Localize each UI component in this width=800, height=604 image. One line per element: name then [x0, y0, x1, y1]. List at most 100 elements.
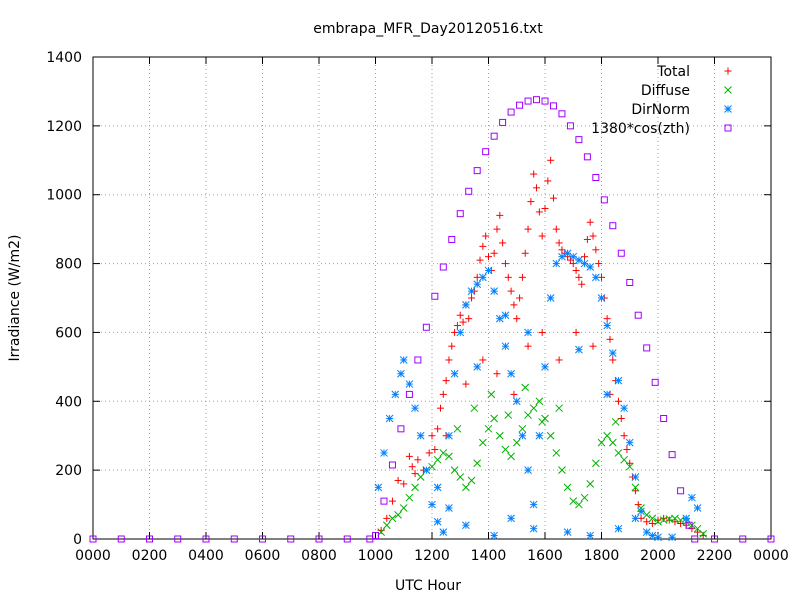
data-point	[456, 328, 465, 337]
data-point	[89, 535, 97, 543]
x-tick-label: 1800	[584, 548, 620, 564]
x-tick-label: 1000	[358, 548, 394, 564]
data-point	[479, 356, 487, 364]
series-0	[377, 156, 707, 540]
data-point	[397, 369, 405, 378]
data-point	[516, 294, 524, 302]
data-point	[518, 424, 527, 433]
data-point	[699, 532, 707, 540]
data-point	[555, 239, 563, 247]
data-point	[609, 222, 617, 230]
data-point	[654, 516, 662, 524]
legend-marker	[724, 124, 732, 132]
data-point	[399, 356, 408, 364]
data-point	[405, 452, 413, 460]
data-point	[501, 311, 510, 320]
data-point	[411, 404, 419, 413]
data-point	[462, 483, 470, 492]
data-point	[541, 204, 549, 212]
data-point	[490, 249, 498, 257]
data-point	[397, 425, 405, 433]
y-tick-label: 400	[55, 394, 82, 410]
data-point	[529, 500, 538, 509]
data-point	[625, 462, 634, 471]
data-point	[388, 514, 397, 523]
data-point	[535, 431, 544, 440]
data-point	[422, 466, 431, 474]
data-point	[456, 210, 464, 218]
data-point	[382, 521, 391, 530]
data-point	[677, 487, 685, 495]
data-point	[524, 342, 532, 350]
data-point	[473, 459, 482, 468]
data-point	[416, 473, 425, 481]
data-point	[583, 153, 591, 161]
data-point	[694, 528, 702, 536]
data-point	[380, 497, 388, 505]
data-point	[541, 363, 549, 371]
data-point	[501, 342, 510, 351]
plot-frame	[92, 56, 772, 540]
data-point	[591, 459, 600, 468]
data-point	[521, 249, 529, 257]
data-point	[575, 273, 583, 281]
data-point	[315, 535, 323, 543]
data-point	[631, 487, 639, 495]
data-point	[436, 404, 444, 412]
data-point	[558, 466, 566, 474]
data-point	[524, 466, 532, 474]
data-point	[637, 507, 645, 516]
data-point	[603, 431, 612, 440]
x-tick-label: 1600	[527, 548, 563, 564]
data-point	[648, 520, 656, 528]
data-point	[614, 524, 623, 533]
data-point	[516, 101, 524, 109]
data-point	[428, 462, 436, 471]
data-point	[546, 294, 555, 302]
x-tick-label: 0000	[75, 548, 111, 564]
data-point	[518, 431, 527, 440]
data-point	[563, 483, 572, 492]
data-point	[400, 480, 408, 488]
data-point	[625, 438, 634, 447]
y-tick-label: 0	[73, 532, 82, 548]
data-point	[569, 252, 578, 261]
data-point	[623, 445, 631, 453]
data-point	[445, 356, 453, 364]
data-point	[493, 225, 501, 233]
data-point	[391, 390, 400, 399]
data-point	[589, 342, 597, 350]
data-point	[580, 493, 589, 502]
data-point	[608, 438, 617, 447]
data-point	[388, 497, 396, 505]
data-point	[484, 266, 493, 275]
data-point	[467, 476, 476, 485]
data-point	[484, 424, 493, 433]
data-point	[425, 449, 433, 457]
data-point	[399, 504, 408, 512]
data-series	[89, 96, 775, 543]
data-point	[450, 369, 459, 378]
data-point	[468, 294, 476, 302]
data-point	[767, 535, 775, 543]
data-point	[501, 445, 510, 454]
data-point	[495, 431, 504, 440]
data-point	[549, 194, 557, 202]
y-axis-label: Irradiance (W/m2)	[7, 235, 23, 362]
data-point	[688, 493, 696, 502]
data-point	[682, 514, 691, 523]
data-point	[445, 431, 453, 440]
data-point	[473, 363, 482, 371]
x-tick-label: 1400	[471, 548, 507, 564]
data-point	[654, 517, 662, 526]
y-tick-label: 800	[55, 257, 82, 273]
series-1	[377, 383, 708, 538]
data-point	[394, 511, 402, 519]
data-point	[572, 328, 580, 336]
data-point	[555, 404, 563, 413]
data-point	[530, 170, 538, 178]
data-point	[385, 414, 394, 423]
data-point	[434, 425, 442, 433]
data-point	[411, 483, 419, 492]
